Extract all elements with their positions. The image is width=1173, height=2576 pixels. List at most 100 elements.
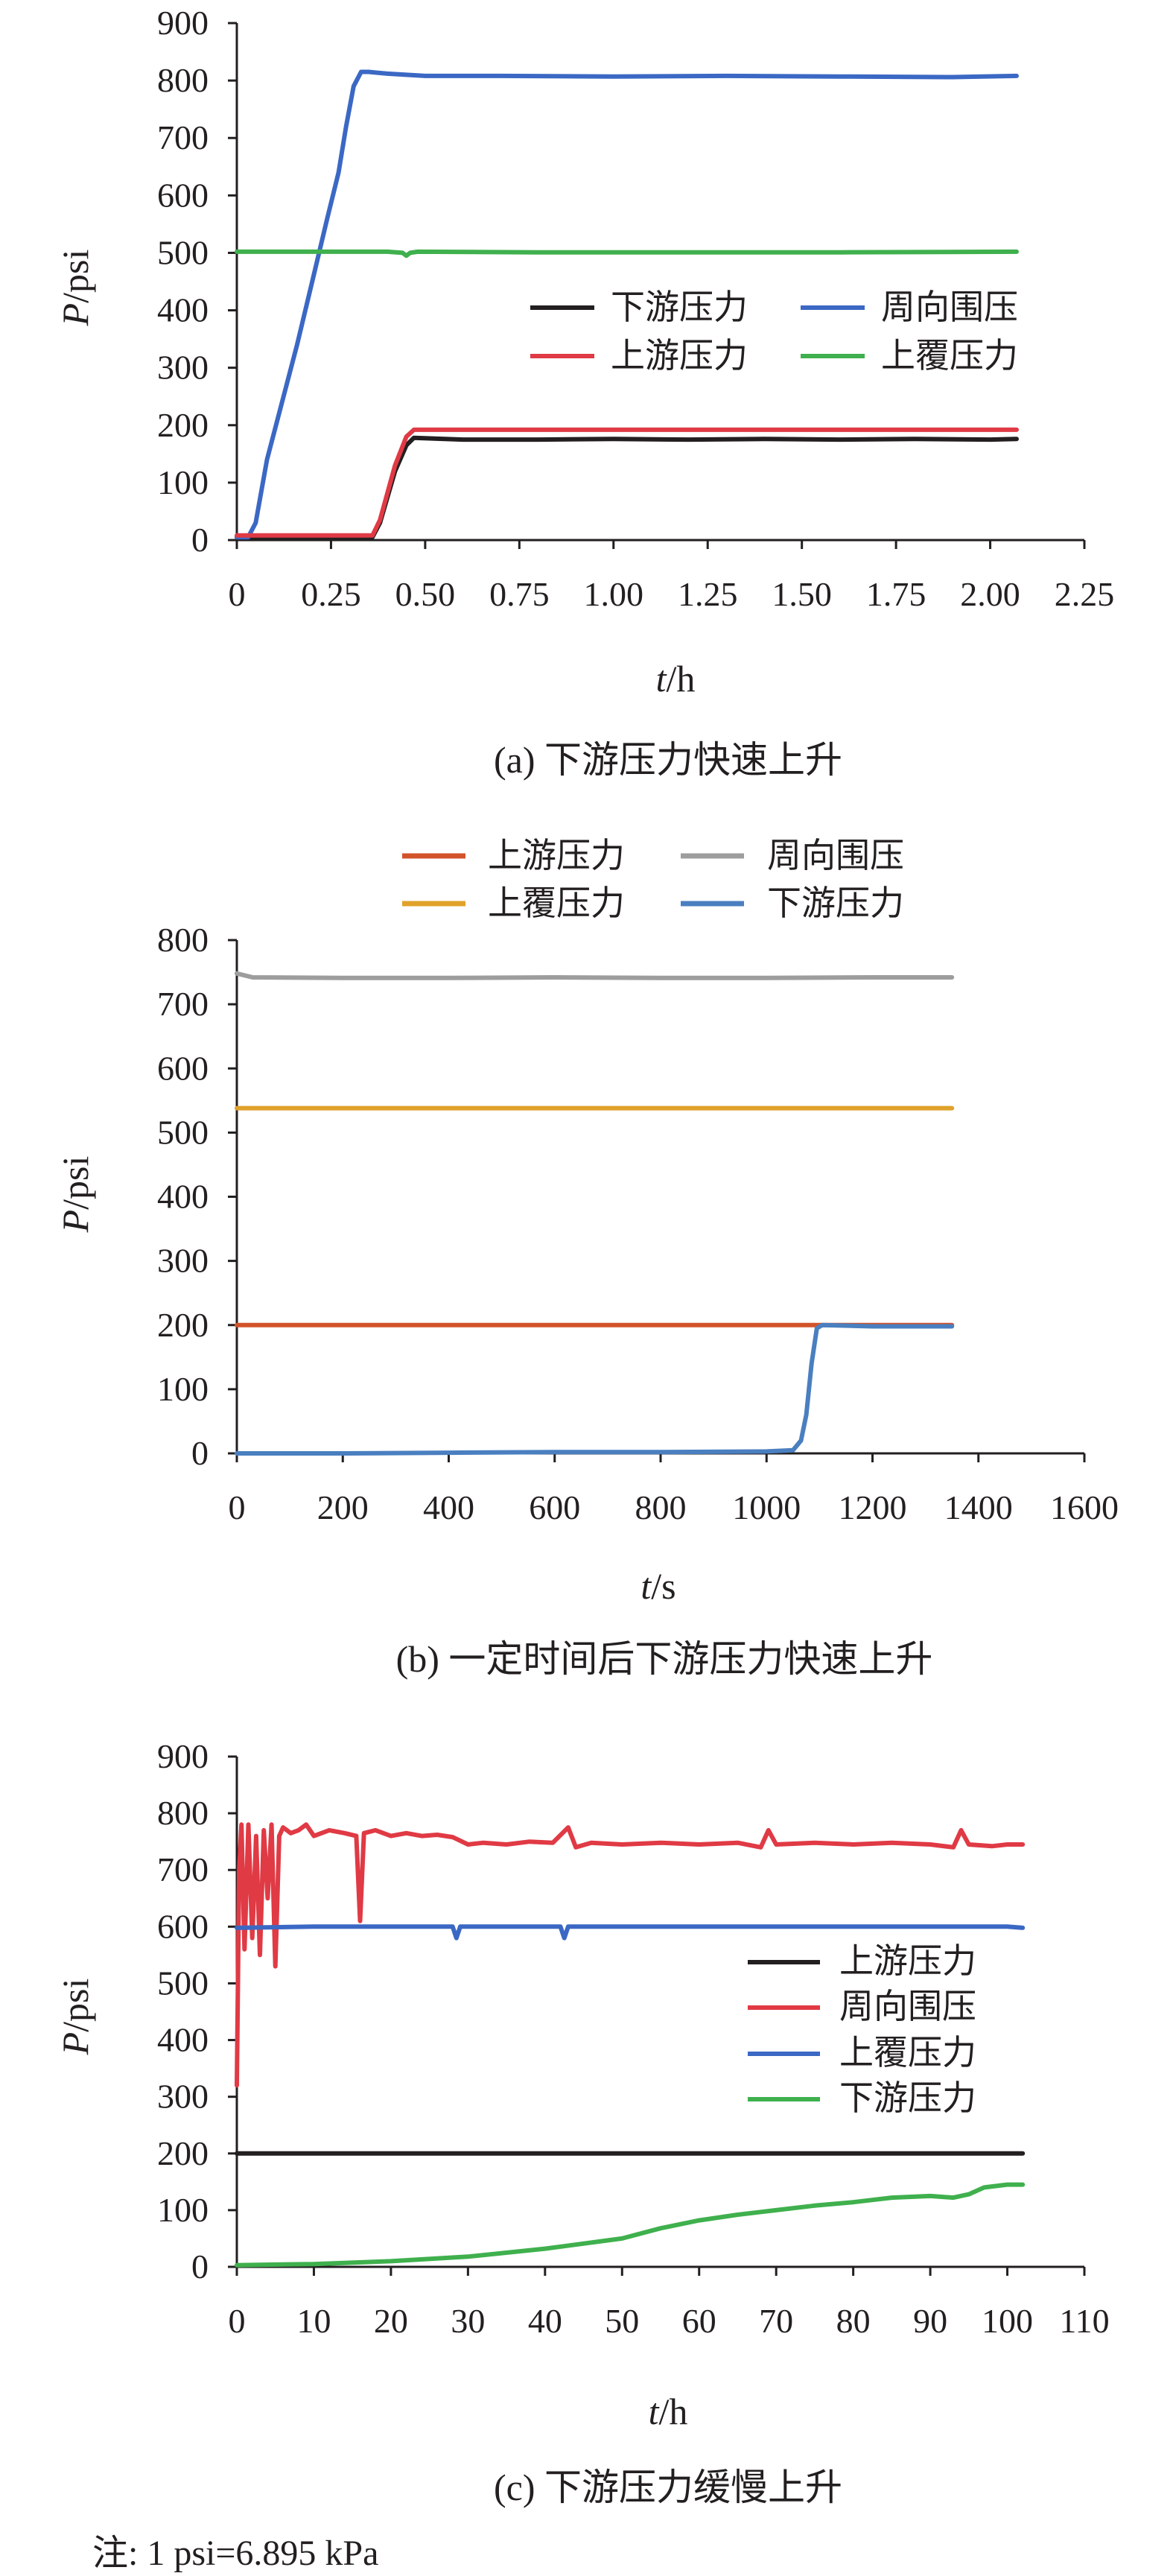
y-tick-label: 100 <box>157 2191 209 2229</box>
x-tick-label: 400 <box>423 1488 474 1526</box>
x-tick-label: 1.50 <box>772 575 832 613</box>
y-tick-labels: 0 100 200 300 400 500 600 700 800 900 <box>157 4 237 559</box>
y-tick-label: 100 <box>157 1370 209 1408</box>
x-tick-label: 0 <box>229 1488 246 1526</box>
y-axis-unit: /psi <box>54 1156 96 1210</box>
series-line-b_downstream <box>235 1322 955 1456</box>
series-line-a_downstream <box>235 435 1019 540</box>
y-tick-label: 0 <box>191 1434 209 1472</box>
y-tick-label: 700 <box>157 118 209 156</box>
y-axis-label: P/psi <box>54 250 96 327</box>
series-lines <box>235 69 1019 540</box>
legend-c: 上游压力 周向围压 上覆压力 下游压力 <box>748 1942 976 2117</box>
x-tick-label: 1600 <box>1050 1488 1119 1526</box>
x-tick-label: 40 <box>528 2302 562 2340</box>
x-axis-unit: /s <box>651 1565 675 1607</box>
series-line-a_overburden <box>235 249 1019 258</box>
y-tick-label: 700 <box>157 1850 209 1888</box>
x-tick-label: 0.75 <box>489 575 550 613</box>
x-tick-labels: 0 0.25 0.50 0.75 1.00 1.25 1.50 1.75 2.00 2.25 <box>229 540 1115 613</box>
y-tick-label: 500 <box>157 1964 209 2002</box>
y-axis-var: P <box>54 1210 96 1234</box>
x-tick-label: 10 <box>296 2302 331 2340</box>
y-tick-label: 400 <box>157 291 209 329</box>
x-axis-var: t <box>640 1565 652 1607</box>
series-line-c_downstream <box>235 2182 1026 2268</box>
x-tick-label: 30 <box>451 2302 485 2340</box>
y-tick-labels: 0 100 200 300 400 500 600 700 800 <box>157 921 237 1472</box>
y-tick-label: 100 <box>157 463 209 501</box>
x-tick-label: 0.25 <box>301 575 361 613</box>
x-axis-unit: /h <box>659 2391 688 2432</box>
x-tick-label: 110 <box>1059 2302 1109 2340</box>
legend-label-overburden: 上覆压力 <box>488 884 625 922</box>
series-lines <box>235 971 955 1456</box>
legend-label-downstream: 下游压力 <box>767 884 904 922</box>
y-tick-label: 600 <box>157 1049 209 1087</box>
y-tick-labels: 0 100 200 300 400 500 600 700 800 900 <box>157 1737 237 2285</box>
panel-caption-a: (a) 下游压力快速上升 <box>494 739 842 781</box>
x-tick-label: 60 <box>682 2302 716 2340</box>
chart-panel-a: 0 100 200 300 400 500 600 700 800 900 0 0.25 0.50 0.… <box>54 4 1114 781</box>
x-tick-label: 2.25 <box>1055 575 1115 613</box>
y-tick-label: 300 <box>157 2078 209 2116</box>
y-tick-label: 600 <box>157 176 209 214</box>
x-tick-label: 1200 <box>839 1488 907 1526</box>
x-tick-label: 0.50 <box>395 575 456 613</box>
x-tick-label: 80 <box>836 2302 871 2340</box>
y-tick-label: 700 <box>157 985 209 1023</box>
y-tick-label: 800 <box>157 61 209 99</box>
x-axis-label: t/h <box>656 658 696 699</box>
x-axis-label: t/h <box>649 2391 688 2432</box>
legend-label-confining: 周向围压 <box>881 288 1018 326</box>
axes <box>235 940 1084 1455</box>
y-tick-label: 300 <box>157 349 209 387</box>
panel-caption-c: (c) 下游压力缓慢上升 <box>494 2466 842 2508</box>
x-tick-label: 20 <box>374 2302 408 2340</box>
x-tick-label: 1000 <box>732 1488 801 1526</box>
axes <box>235 23 1084 542</box>
x-tick-label: 800 <box>635 1488 687 1526</box>
y-tick-label: 900 <box>157 4 209 42</box>
y-tick-label: 400 <box>157 2021 209 2059</box>
y-tick-label: 200 <box>157 406 209 444</box>
y-tick-label: 0 <box>191 2247 209 2285</box>
x-tick-label: 0 <box>229 2302 246 2340</box>
y-tick-label: 200 <box>157 2134 209 2172</box>
x-tick-label: 1.00 <box>584 575 644 613</box>
x-tick-labels: 0 10 20 30 40 50 60 70 80 90 100 110 <box>229 2267 1110 2340</box>
x-tick-label: 600 <box>529 1488 580 1526</box>
legend-label-upstream: 上游压力 <box>839 1942 976 1980</box>
legend-label-overburden: 上覆压力 <box>881 337 1018 375</box>
series-lines <box>235 1822 1026 2268</box>
y-tick-label: 800 <box>157 921 209 959</box>
legend-label-confining: 周向围压 <box>839 1987 976 2025</box>
y-tick-label: 600 <box>157 1907 209 1945</box>
y-axis-var: P <box>54 2032 96 2056</box>
x-tick-label: 50 <box>605 2302 639 2340</box>
y-axis-unit: /psi <box>54 1979 96 2032</box>
x-tick-label: 1400 <box>944 1488 1013 1526</box>
series-line-a_confining <box>235 69 1019 540</box>
x-tick-labels: 0 200 400 600 800 1000 1200 1400 1600 <box>229 1453 1119 1526</box>
legend-label-upstream: 上游压力 <box>611 337 748 375</box>
panel-caption-b: (b) 一定时间后下游压力快速上升 <box>396 1638 933 1680</box>
y-tick-label: 800 <box>157 1794 209 1832</box>
legend-label-downstream: 下游压力 <box>611 288 748 326</box>
x-tick-label: 0 <box>229 575 246 613</box>
x-tick-label: 90 <box>913 2302 947 2340</box>
y-tick-label: 0 <box>191 521 209 559</box>
legend-label-overburden: 上覆压力 <box>839 2034 976 2072</box>
x-tick-label: 70 <box>759 2302 793 2340</box>
chart-panel-b: 0 100 200 300 400 500 600 700 800 0 200 400 600 800 1… <box>54 837 1119 1680</box>
legend-label-downstream: 下游压力 <box>839 2079 976 2117</box>
y-axis-label: P/psi <box>54 1156 96 1234</box>
x-tick-label: 1.25 <box>678 575 738 613</box>
legend-a: 下游压力 周向围压 上游压力 上覆压力 <box>530 288 1018 375</box>
x-tick-label: 2.00 <box>960 575 1020 613</box>
x-axis-unit: /h <box>667 658 696 699</box>
chart-panel-c: 0 100 200 300 400 500 600 700 800 900 0 10 20 30 40 50… <box>54 1737 1110 2508</box>
y-axis-var: P <box>54 303 96 327</box>
legend-label-upstream: 上游压力 <box>488 837 625 875</box>
